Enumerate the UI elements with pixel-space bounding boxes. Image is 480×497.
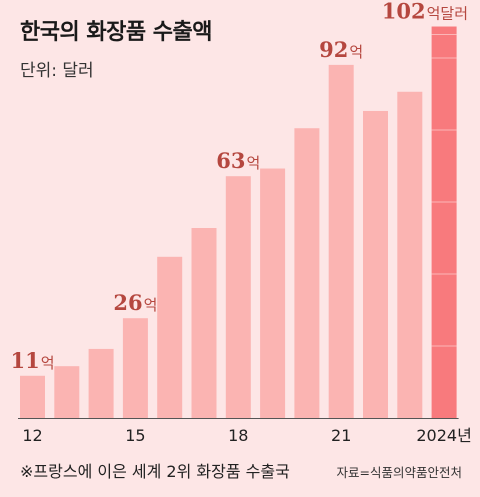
bar-2016 [157, 256, 183, 418]
bar-2017 [191, 228, 217, 418]
x-tick-label: 15 [125, 426, 145, 445]
data-label-value: 63 [216, 148, 245, 173]
highlight-gridlines [431, 34, 457, 347]
x-tick-label: 21 [331, 426, 351, 445]
unit-label: 단위: 달러 [20, 61, 94, 81]
bar-2020 [294, 128, 320, 418]
bar-2015 [122, 318, 148, 418]
bar-2019 [260, 168, 286, 418]
x-tick-label: 2024년 [416, 426, 471, 445]
bar-2024 [431, 26, 457, 419]
data-label-value: 26 [113, 290, 142, 315]
data-label-value: 92 [319, 37, 348, 62]
bar-2022 [363, 110, 388, 418]
data-label: 11억 [10, 348, 54, 373]
data-label: 26억 [113, 290, 157, 315]
data-label-unit: 억 [41, 354, 55, 372]
data-label-value: 102 [382, 0, 426, 24]
bar-2014 [88, 348, 114, 418]
data-label: 102억달러 [382, 0, 468, 24]
bar-2012 [20, 375, 45, 418]
bar-2018 [225, 176, 251, 418]
x-tick-labels: 12 15 18 21 2024년 [22, 426, 472, 445]
bars-group [20, 26, 457, 419]
x-tick-label: 12 [22, 426, 42, 445]
bar-2023 [397, 91, 423, 418]
x-tick-label: 18 [228, 426, 248, 445]
bar-2021 [328, 64, 354, 419]
data-label-unit: 억 [349, 43, 363, 61]
data-label-unit: 억 [247, 154, 261, 172]
data-label-value: 11 [10, 348, 39, 373]
data-label: 92억 [319, 37, 363, 62]
chart-title: 한국의 화장품 수출액 [20, 20, 212, 45]
bar-2013 [54, 366, 80, 418]
source-note: 자료=식품의약품안전처 [336, 465, 462, 480]
footnote: ※프랑스에 이은 세계 2위 화장품 수출국 [20, 462, 290, 481]
data-label-unit: 억달러 [427, 5, 468, 23]
data-label-unit: 억 [144, 296, 158, 314]
data-label: 63억 [216, 148, 260, 173]
